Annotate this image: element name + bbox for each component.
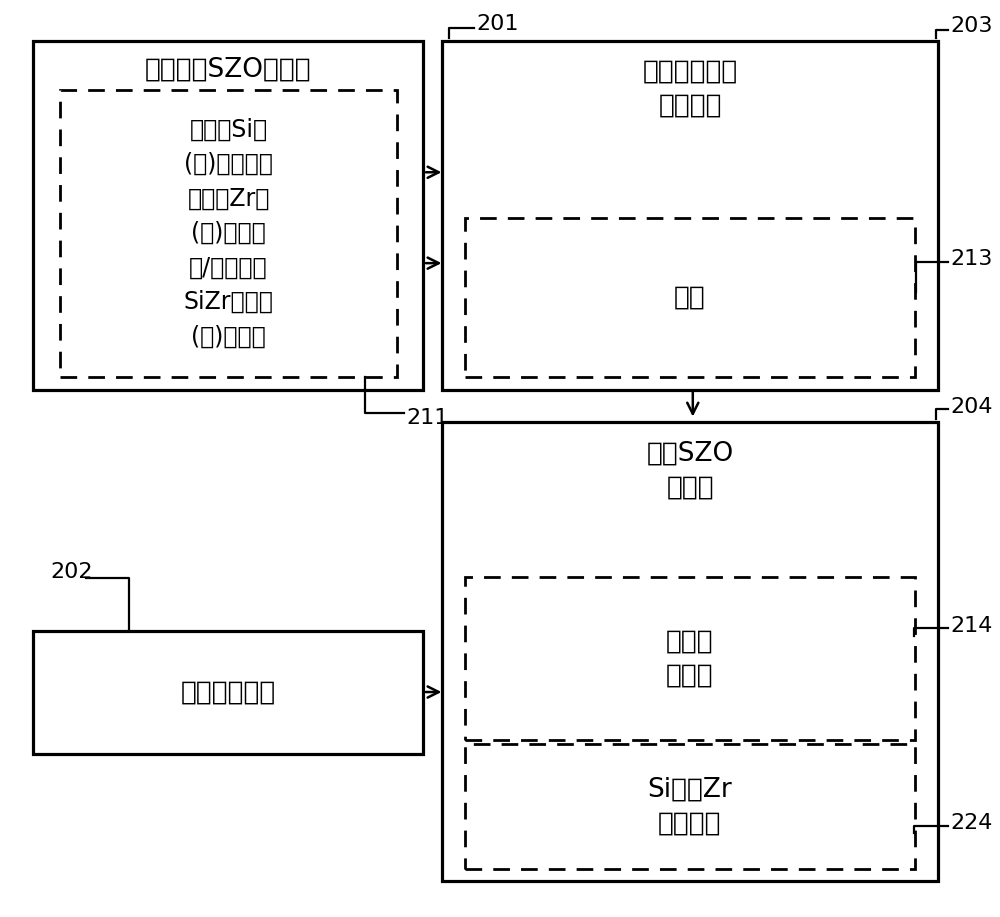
Bar (60, 91, 397, 377)
Bar (33, 40, 423, 391)
Text: 亚氧化
的组成: 亚氧化 的组成 (666, 628, 714, 689)
Text: 获得SZO
导电靶: 获得SZO 导电靶 (647, 440, 734, 501)
Text: 211: 211 (407, 408, 449, 427)
Bar (465, 744, 915, 869)
Text: 201: 201 (476, 14, 519, 34)
Text: 喷涂: 喷涂 (674, 284, 706, 310)
Text: 202: 202 (50, 562, 93, 582)
Bar (465, 577, 915, 740)
Text: 204: 204 (950, 397, 992, 416)
Text: 粉状的Si或
(亚)氧化硅，
粉状的Zr或
(亚)氧化锆
和/或粉状的
SiZr化合物
(亚)氧化物: 粉状的Si或 (亚)氧化硅， 粉状的Zr或 (亚)氧化锆 和/或粉状的 SiZr… (184, 117, 274, 348)
Text: 在背衬基底上
喷射粉末: 在背衬基底上 喷射粉末 (643, 59, 738, 118)
Bar (442, 422, 938, 881)
Text: 213: 213 (950, 249, 992, 269)
Text: 提供粉状SZO组合物: 提供粉状SZO组合物 (145, 57, 311, 83)
Bar (33, 631, 423, 754)
Bar (442, 40, 938, 391)
Text: 224: 224 (950, 812, 992, 833)
Text: Si岛，Zr
氧化物岛: Si岛，Zr 氧化物岛 (648, 777, 732, 836)
Bar (465, 217, 915, 377)
Text: 214: 214 (950, 615, 992, 635)
Text: 提供背衬基底: 提供背衬基底 (180, 679, 276, 705)
Text: 203: 203 (950, 16, 992, 36)
